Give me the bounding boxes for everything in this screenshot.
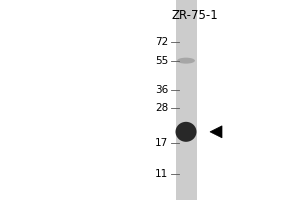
Text: 55: 55 (155, 56, 168, 66)
Text: 28: 28 (155, 103, 168, 113)
FancyBboxPatch shape (176, 0, 197, 200)
Text: ZR-75-1: ZR-75-1 (172, 9, 218, 22)
Ellipse shape (176, 122, 197, 142)
Text: 11: 11 (155, 169, 168, 179)
Text: 36: 36 (155, 85, 168, 95)
Text: 17: 17 (155, 138, 168, 148)
Text: 72: 72 (155, 37, 168, 47)
Polygon shape (210, 126, 222, 138)
Ellipse shape (177, 58, 195, 64)
